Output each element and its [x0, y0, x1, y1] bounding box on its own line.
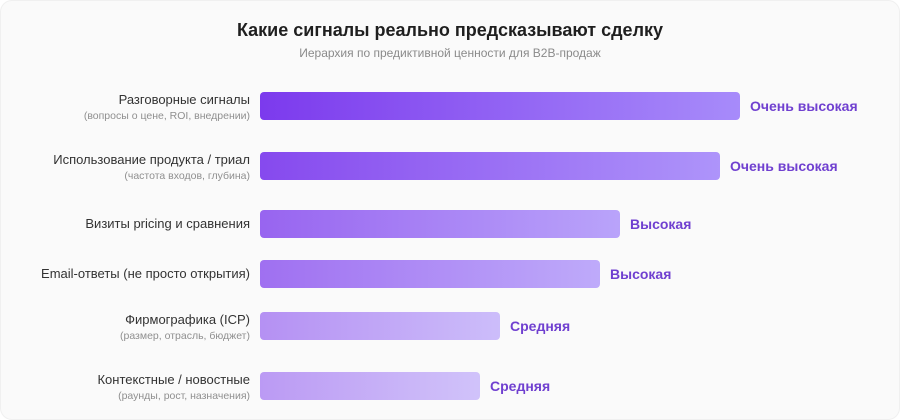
bar-row: Разговорные сигналы (вопросы о цене, ROI,… — [0, 92, 900, 123]
category-label-note: (размер, отрасль, бюджет) — [120, 330, 250, 342]
bar — [260, 92, 740, 120]
category-label-main: Email-ответы (не просто открытия) — [41, 266, 250, 281]
category-label-note: (вопросы о цене, ROI, внедрении) — [83, 110, 250, 122]
bar — [260, 210, 620, 238]
bar — [260, 152, 720, 180]
category-label-note: (раунды, рост, назначения) — [118, 390, 250, 402]
category-label-main: Разговорные сигналы — [118, 92, 250, 107]
category-label-main: Визиты pricing и сравнения — [85, 216, 250, 231]
data-label: Средняя — [490, 378, 551, 394]
data-label: Высокая — [630, 216, 692, 232]
category-label: Фирмографика (ICP) (размер, отрасль, бюдж… — [120, 312, 250, 343]
category-label-main: Использование продукта / триал — [53, 152, 250, 167]
bar — [260, 372, 480, 400]
category-label: Email-ответы (не просто открытия) — [41, 266, 250, 282]
bar-row: Email-ответы (не просто открытия) Высокая — [0, 260, 900, 288]
category-label-main: Контекстные / новостные — [97, 372, 250, 387]
data-label: Очень высокая — [730, 158, 838, 174]
bar-row: Визиты pricing и сравнения Высокая — [0, 210, 900, 238]
category-label-note: (частота входов, глубина) — [124, 170, 250, 182]
chart-subtitle: Иерархия по предиктивной ценности для B2… — [299, 46, 601, 60]
category-label-main: Фирмографика (ICP) — [125, 312, 250, 327]
category-label: Визиты pricing и сравнения — [85, 216, 250, 232]
data-label: Средняя — [510, 318, 571, 334]
bar — [260, 312, 500, 340]
category-label: Использование продукта / триал (частота в… — [53, 152, 250, 183]
data-label: Высокая — [610, 266, 672, 282]
category-label: Контекстные / новостные (раунды, рост, на… — [97, 372, 250, 403]
bar-row: Фирмографика (ICP) (размер, отрасль, бюдж… — [0, 312, 900, 343]
chart-title: Какие сигналы реально предсказывают сдел… — [236, 20, 664, 40]
bar-row: Контекстные / новостные (раунды, рост, на… — [0, 372, 900, 403]
data-label: Очень высокая — [750, 98, 858, 114]
bar-row: Использование продукта / триал (частота в… — [0, 152, 900, 183]
category-label: Разговорные сигналы (вопросы о цене, ROI,… — [84, 92, 250, 123]
bar — [260, 260, 600, 288]
